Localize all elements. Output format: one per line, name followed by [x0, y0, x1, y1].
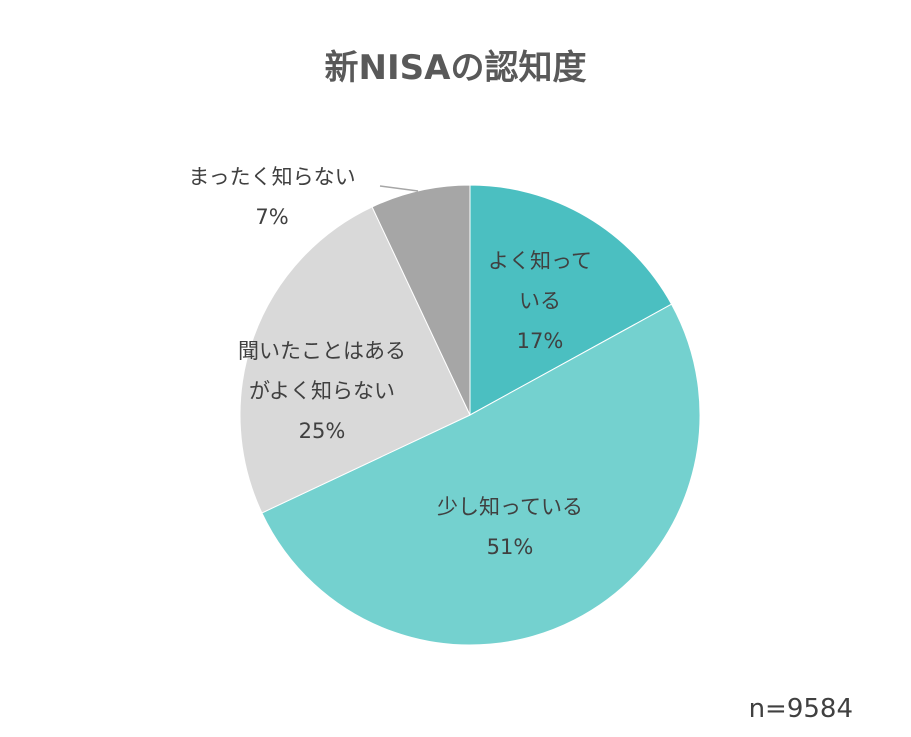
pie-slice-1 [469, 184, 673, 416]
slice-category-label-3: 聞いたことはある [238, 339, 406, 363]
slice-value-label-1: 17% [517, 329, 564, 353]
leader-line [379, 185, 419, 192]
slice-category-label-2: 少し知っている [437, 495, 583, 519]
slice-category-label-1: いる [519, 289, 561, 313]
pie-slices [239, 184, 701, 646]
pie-slice-2 [261, 303, 701, 646]
slice-value-label-4: 7% [255, 205, 288, 229]
slice-category-label-3: がよく知らない [249, 379, 395, 403]
pie-slice-3 [239, 206, 471, 514]
slice-category-label-4: まったく知らない [188, 165, 355, 189]
chart-title: 新NISAの認知度 [324, 48, 587, 88]
slice-value-label-2: 51% [487, 535, 534, 559]
sample-size-note: n=9584 [748, 694, 853, 724]
slice-value-label-3: 25% [299, 419, 346, 443]
pie-slice-4 [371, 184, 471, 416]
slice-category-label-1: よく知って [488, 249, 592, 273]
